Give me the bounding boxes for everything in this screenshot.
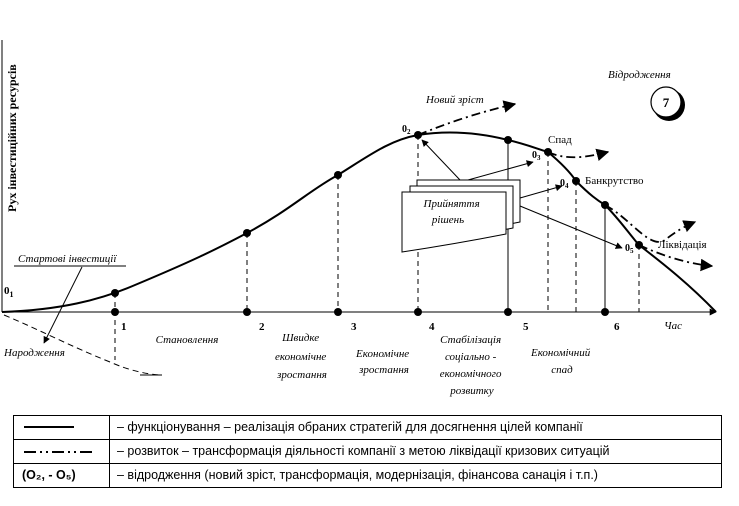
curve-dots: [111, 131, 643, 297]
y-axis-label: Рух інвестиційних ресурсів: [5, 64, 19, 212]
new-growth-label: Новий зріст: [425, 94, 484, 106]
x-axis-label: Час: [664, 320, 682, 332]
legend-points-text: (О₂, - О₅): [22, 468, 76, 482]
stage-num-2: 2: [259, 321, 265, 333]
stage-label-1: Становлення: [156, 334, 219, 346]
legend-symbol-dashdot: [14, 440, 110, 464]
liquidation-label: Ліквідація: [658, 239, 707, 251]
birth-curve: [3, 314, 161, 376]
start-invest-arrow: [43, 266, 83, 344]
legend-text-revival: – відродження (новий зріст, трансформаці…: [117, 468, 598, 482]
bankruptcy-branch: [604, 204, 697, 243]
stage-num-6: 6: [614, 321, 620, 333]
point-o4-label: 04: [560, 178, 569, 190]
point-o3-label: 03: [532, 150, 541, 162]
stage-num-3: 3: [351, 321, 357, 333]
stage-label-4: Стабілізація соціально - економічного ро…: [440, 334, 504, 397]
point-o5-label: 05: [625, 243, 634, 255]
revival-label: Відродження: [608, 69, 671, 81]
legend-row-functioning: – функціонування – реалізація обраних ст…: [14, 416, 721, 440]
axis-dots: [111, 308, 609, 316]
legend-text-functioning: – функціонування – реалізація обраних ст…: [117, 420, 583, 434]
legend-symbol-solid: [14, 416, 110, 440]
birth-label: Народження: [3, 347, 65, 359]
origin-label: 01: [4, 285, 14, 299]
bankruptcy-label: Банкрутство: [585, 175, 644, 187]
stage-label-3: Економічне зростання: [355, 348, 412, 376]
decision-document-stack: [401, 179, 521, 253]
stage-num-4: 4: [429, 321, 435, 333]
legend-text-development: – розвиток – трансформація діяльності ко…: [117, 444, 610, 458]
legend-table: – функціонування – реалізація обраних ст…: [13, 415, 722, 488]
decision-arrow-o4: [519, 184, 563, 199]
start-invest-label: Стартові інвестиції: [18, 253, 117, 265]
life-cycle-diagram: Рух інвестиційних ресурсів Час 01 1 2 3 …: [1, 40, 717, 397]
new-growth-branch: [417, 100, 517, 136]
stage-num-1: 1: [121, 321, 127, 333]
legend-row-development: – розвиток – трансформація діяльності ко…: [14, 440, 721, 464]
revival-circle: [650, 86, 682, 118]
decline-branch: [547, 148, 610, 161]
decline-label: Спад: [548, 134, 572, 146]
legend-row-revival: (О₂, - О₅) – відродження (новий зріст, т…: [14, 464, 721, 488]
stage-label-5: Економічний спад: [530, 347, 593, 376]
point-o2-label: 02: [402, 124, 411, 136]
decision-label: Прийняття рішень: [423, 198, 483, 226]
decision-arrow-o2: [421, 139, 461, 181]
decision-arrow-o5: [519, 205, 623, 249]
stage-label-2: Швидке економічне зростання: [275, 332, 329, 381]
revival-number: 7: [663, 95, 670, 110]
legend-symbol-points: (О₂, - О₅): [14, 464, 110, 488]
life-cycle-curve: [1, 131, 717, 313]
liquidation-branch: [638, 244, 714, 272]
stage-num-5: 5: [523, 321, 529, 333]
decision-arrow-o3: [467, 160, 534, 181]
